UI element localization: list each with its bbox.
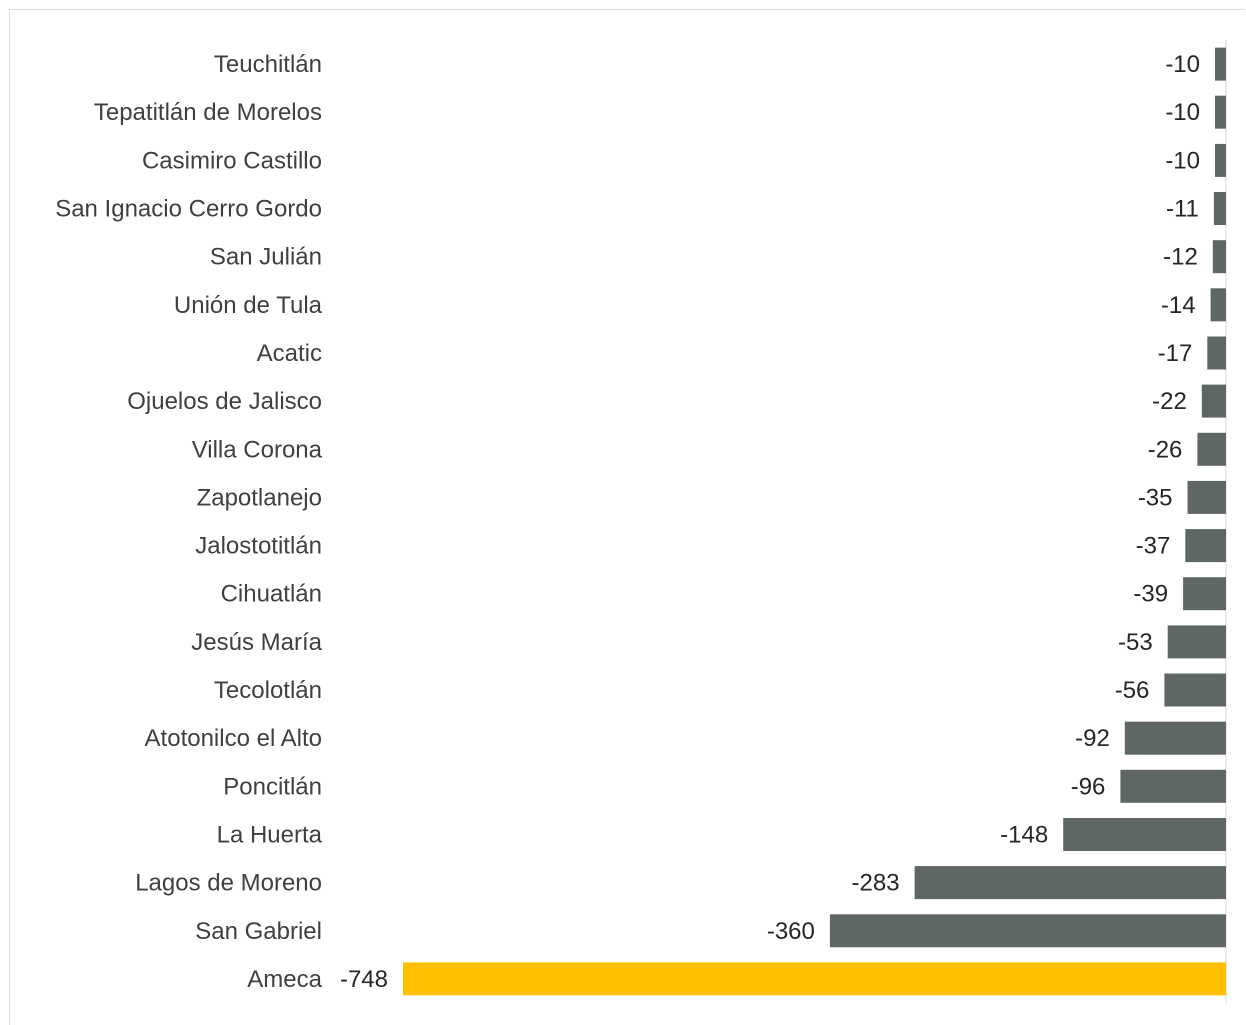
bar (1183, 577, 1226, 611)
data-label: -14 (1161, 292, 1196, 319)
data-label: -10 (1165, 51, 1200, 78)
data-label: -10 (1165, 99, 1200, 126)
bar (1164, 673, 1226, 707)
category-label: La Huerta (217, 821, 323, 848)
data-label: -12 (1163, 244, 1198, 271)
category-label: Poncitlán (223, 773, 322, 800)
data-label: -39 (1133, 581, 1168, 608)
data-label: -53 (1118, 629, 1153, 656)
category-label: Jalostotitlán (195, 533, 322, 560)
category-label: Jesús María (191, 629, 322, 656)
data-label: -37 (1136, 533, 1171, 560)
category-label: San Gabriel (195, 918, 322, 945)
bar (1215, 95, 1226, 129)
category-label: Acatic (257, 340, 322, 367)
bar (1210, 288, 1226, 322)
bar (1185, 529, 1226, 563)
data-label: -56 (1115, 677, 1150, 704)
data-label: -92 (1075, 725, 1110, 752)
data-label: -22 (1152, 388, 1187, 415)
category-label: Villa Corona (192, 436, 323, 463)
data-label: -148 (1000, 821, 1048, 848)
data-label: -283 (852, 870, 900, 897)
data-label: -35 (1138, 484, 1173, 511)
data-label: -10 (1165, 147, 1200, 174)
category-label: San Julián (210, 244, 322, 271)
bar (1201, 384, 1226, 418)
category-label: Casimiro Castillo (142, 147, 322, 174)
category-label: Cihuatlán (221, 581, 322, 608)
bar (1063, 818, 1226, 851)
category-label: Teuchitlán (214, 51, 322, 78)
bar (403, 962, 1226, 996)
bar (1187, 480, 1226, 514)
data-label: -748 (340, 966, 388, 993)
category-label: Tecolotlán (214, 677, 322, 704)
data-label: -360 (767, 918, 815, 945)
bar (1207, 336, 1226, 370)
data-label: -96 (1071, 773, 1106, 800)
bar (1167, 625, 1226, 659)
data-label: -11 (1166, 196, 1199, 223)
bar (1124, 721, 1226, 755)
bar (1215, 143, 1226, 177)
chart-frame (9, 9, 1245, 1025)
data-label: -26 (1148, 436, 1183, 463)
bar (1213, 192, 1226, 225)
category-label: Tepatitlán de Morelos (94, 99, 322, 126)
bar (1120, 769, 1226, 803)
category-label: Atotonilco el Alto (145, 725, 322, 752)
bar (829, 914, 1226, 948)
bar (1197, 432, 1226, 466)
bar (1215, 47, 1226, 81)
category-label: Zapotlanejo (197, 484, 322, 511)
category-label: San Ignacio Cerro Gordo (55, 196, 322, 223)
data-label: -17 (1158, 340, 1193, 367)
category-label: Lagos de Moreno (135, 870, 322, 897)
category-label: Unión de Tula (174, 292, 323, 319)
bar (1212, 240, 1226, 274)
category-label: Ojuelos de Jalisco (127, 388, 322, 415)
bar (914, 866, 1226, 900)
category-label: Ameca (247, 966, 322, 993)
